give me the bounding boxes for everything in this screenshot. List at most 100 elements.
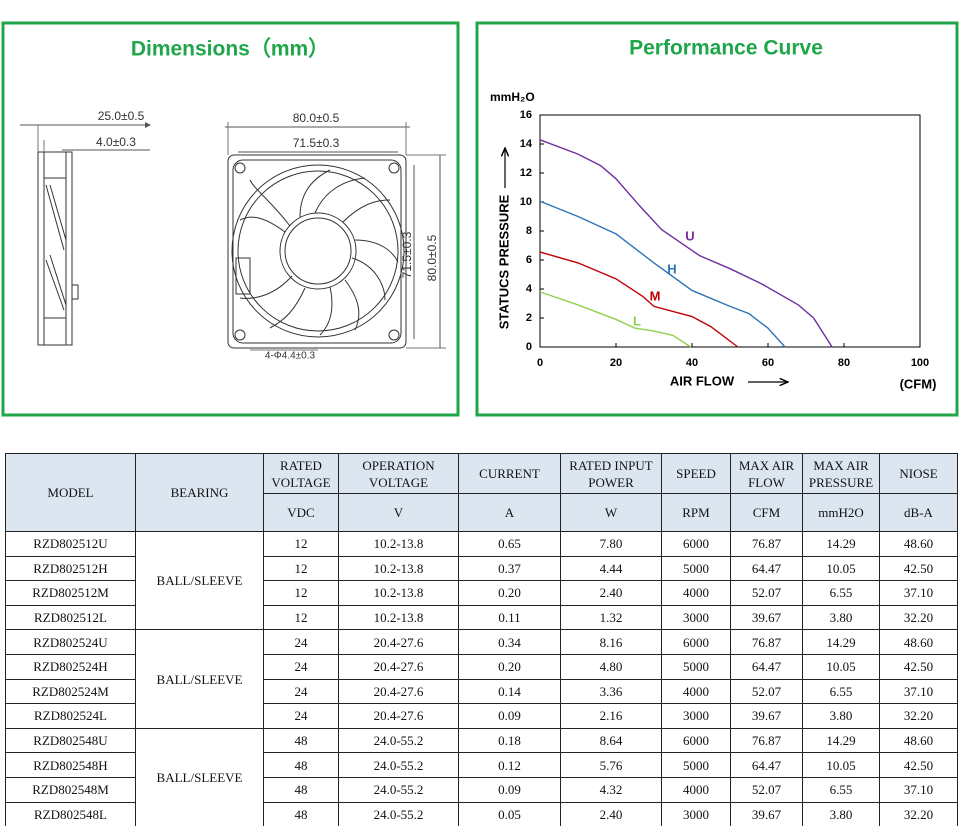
data-cell: 39.67 xyxy=(730,703,803,729)
bearing-cell: BALL/SLEEVE xyxy=(135,727,264,826)
header-cell: OPERATION VOLTAGE xyxy=(338,453,459,494)
cell-text: 24.0-55.2 xyxy=(373,806,424,822)
cell-text: RZD802512L xyxy=(34,610,107,626)
cell-text: RZD802524M xyxy=(32,683,109,699)
data-cell: 0.20 xyxy=(458,653,561,680)
data-cell: 12 xyxy=(263,531,339,557)
header-cell: MAX AIR FLOW xyxy=(730,453,803,494)
cell-text: RZD802512M xyxy=(32,585,109,601)
cell-text: 37.10 xyxy=(903,585,934,601)
data-cell: 39.67 xyxy=(730,604,803,631)
header-text: MAX AIR xyxy=(738,457,795,473)
data-cell: RZD802524L xyxy=(5,703,136,729)
y-tick-label: 14 xyxy=(520,138,533,150)
data-cell: 24.0-55.2 xyxy=(338,776,459,803)
header-cell: RATED VOLTAGE xyxy=(263,453,339,494)
cell-text: 24.0-55.2 xyxy=(373,733,424,749)
y-tick-label: 4 xyxy=(526,283,533,295)
data-cell: 0.12 xyxy=(458,752,561,778)
cell-text: 42.50 xyxy=(903,659,934,675)
unit-cell: RPM xyxy=(661,493,731,532)
cell-text: 39.67 xyxy=(751,806,782,822)
cell-text: 39.67 xyxy=(751,708,782,724)
cell-text: 64.47 xyxy=(751,757,782,773)
data-cell: 10.2-13.8 xyxy=(338,604,459,631)
cell-text: 0.34 xyxy=(498,634,521,650)
y-tick-label: 12 xyxy=(520,167,532,179)
data-cell: 6.55 xyxy=(802,678,880,705)
cell-text: 37.10 xyxy=(903,683,934,699)
cell-text: 52.07 xyxy=(751,782,782,798)
data-cell: 32.20 xyxy=(879,801,958,826)
cell-text: 8.64 xyxy=(599,733,623,749)
unit-cell: A xyxy=(458,493,561,532)
data-cell: 3.80 xyxy=(802,703,880,729)
cell-text: 32.20 xyxy=(903,806,934,822)
data-cell: 48 xyxy=(263,752,339,778)
cell-text: 14.29 xyxy=(826,634,856,650)
header-cell: MAX AIR PRESSURE xyxy=(802,453,880,494)
data-cell: 10.2-13.8 xyxy=(338,531,459,557)
data-cell: RZD802524U xyxy=(5,629,136,655)
cell-text: 5000 xyxy=(683,560,709,576)
x-tick-label: 80 xyxy=(838,357,850,369)
dimension-label: 4-Φ4.4±0.3 xyxy=(265,351,316,362)
data-cell: 6000 xyxy=(661,629,731,655)
data-cell: 48.60 xyxy=(879,629,958,655)
data-cell: 64.47 xyxy=(730,653,803,680)
y-tick-label: 10 xyxy=(520,196,532,208)
cell-text: 6000 xyxy=(683,536,709,552)
cell-text: 42.50 xyxy=(903,560,934,576)
data-cell: RZD802548M xyxy=(5,776,136,803)
data-cell: 5.76 xyxy=(560,752,662,778)
data-cell: RZD802524M xyxy=(5,678,136,705)
data-cell: 4000 xyxy=(661,678,731,705)
cell-text: 24 xyxy=(294,659,308,675)
data-cell: 48.60 xyxy=(879,727,958,754)
y-tick-label: 16 xyxy=(520,109,532,121)
cell-text: 24 xyxy=(294,683,308,699)
dimension-label: 4.0±0.3 xyxy=(96,135,136,149)
data-cell: 4000 xyxy=(661,776,731,803)
dimension-label: 25.0±0.5 xyxy=(98,109,145,123)
cell-text: 4.80 xyxy=(599,659,623,675)
data-cell: RZD802512H xyxy=(5,555,136,582)
data-cell: 52.07 xyxy=(730,776,803,803)
cell-text: 4000 xyxy=(683,782,709,798)
cell-text: 4.44 xyxy=(599,560,623,576)
cell-text: 3000 xyxy=(683,806,709,822)
data-cell: 2.40 xyxy=(560,580,662,606)
chart-title: Performance Curve xyxy=(629,37,823,60)
data-cell: 0.05 xyxy=(458,801,561,826)
cell-text: 20.4-27.6 xyxy=(373,683,424,699)
data-cell: RZD802548U xyxy=(5,727,136,754)
cell-text: 12 xyxy=(294,610,308,626)
data-cell: 14.29 xyxy=(802,629,880,655)
cell-text: 4000 xyxy=(683,683,709,699)
data-cell: 3.80 xyxy=(802,604,880,631)
fan-front-view xyxy=(225,122,446,351)
unit-text: W xyxy=(604,505,618,520)
cell-text: RZD802524L xyxy=(34,708,107,724)
data-cell: 42.50 xyxy=(879,653,958,680)
data-cell: 0.18 xyxy=(458,727,561,754)
data-cell: 8.64 xyxy=(560,727,662,754)
cell-text: 20.4-27.6 xyxy=(373,659,424,675)
unit-cell: W xyxy=(560,493,662,532)
y-unit: mmH₂O xyxy=(490,90,535,104)
data-cell: 5000 xyxy=(661,555,731,582)
data-cell: 48 xyxy=(263,776,339,803)
cell-text: 5000 xyxy=(683,757,709,773)
dimensions-title: Dimensions（mm） xyxy=(131,37,329,61)
cell-text: RZD802548L xyxy=(34,806,107,822)
data-cell: 4000 xyxy=(661,580,731,606)
cell-text: 0.65 xyxy=(498,536,521,552)
cell-text: 48 xyxy=(294,782,308,798)
cell-text: 8.16 xyxy=(599,634,623,650)
data-cell: 4.44 xyxy=(560,555,662,582)
cell-text: 24 xyxy=(294,634,308,650)
cell-text: RZD802524U xyxy=(33,634,108,650)
cell-text: 32.20 xyxy=(903,610,934,626)
data-cell: 48 xyxy=(263,727,339,754)
cell-text: 3.80 xyxy=(829,806,853,822)
